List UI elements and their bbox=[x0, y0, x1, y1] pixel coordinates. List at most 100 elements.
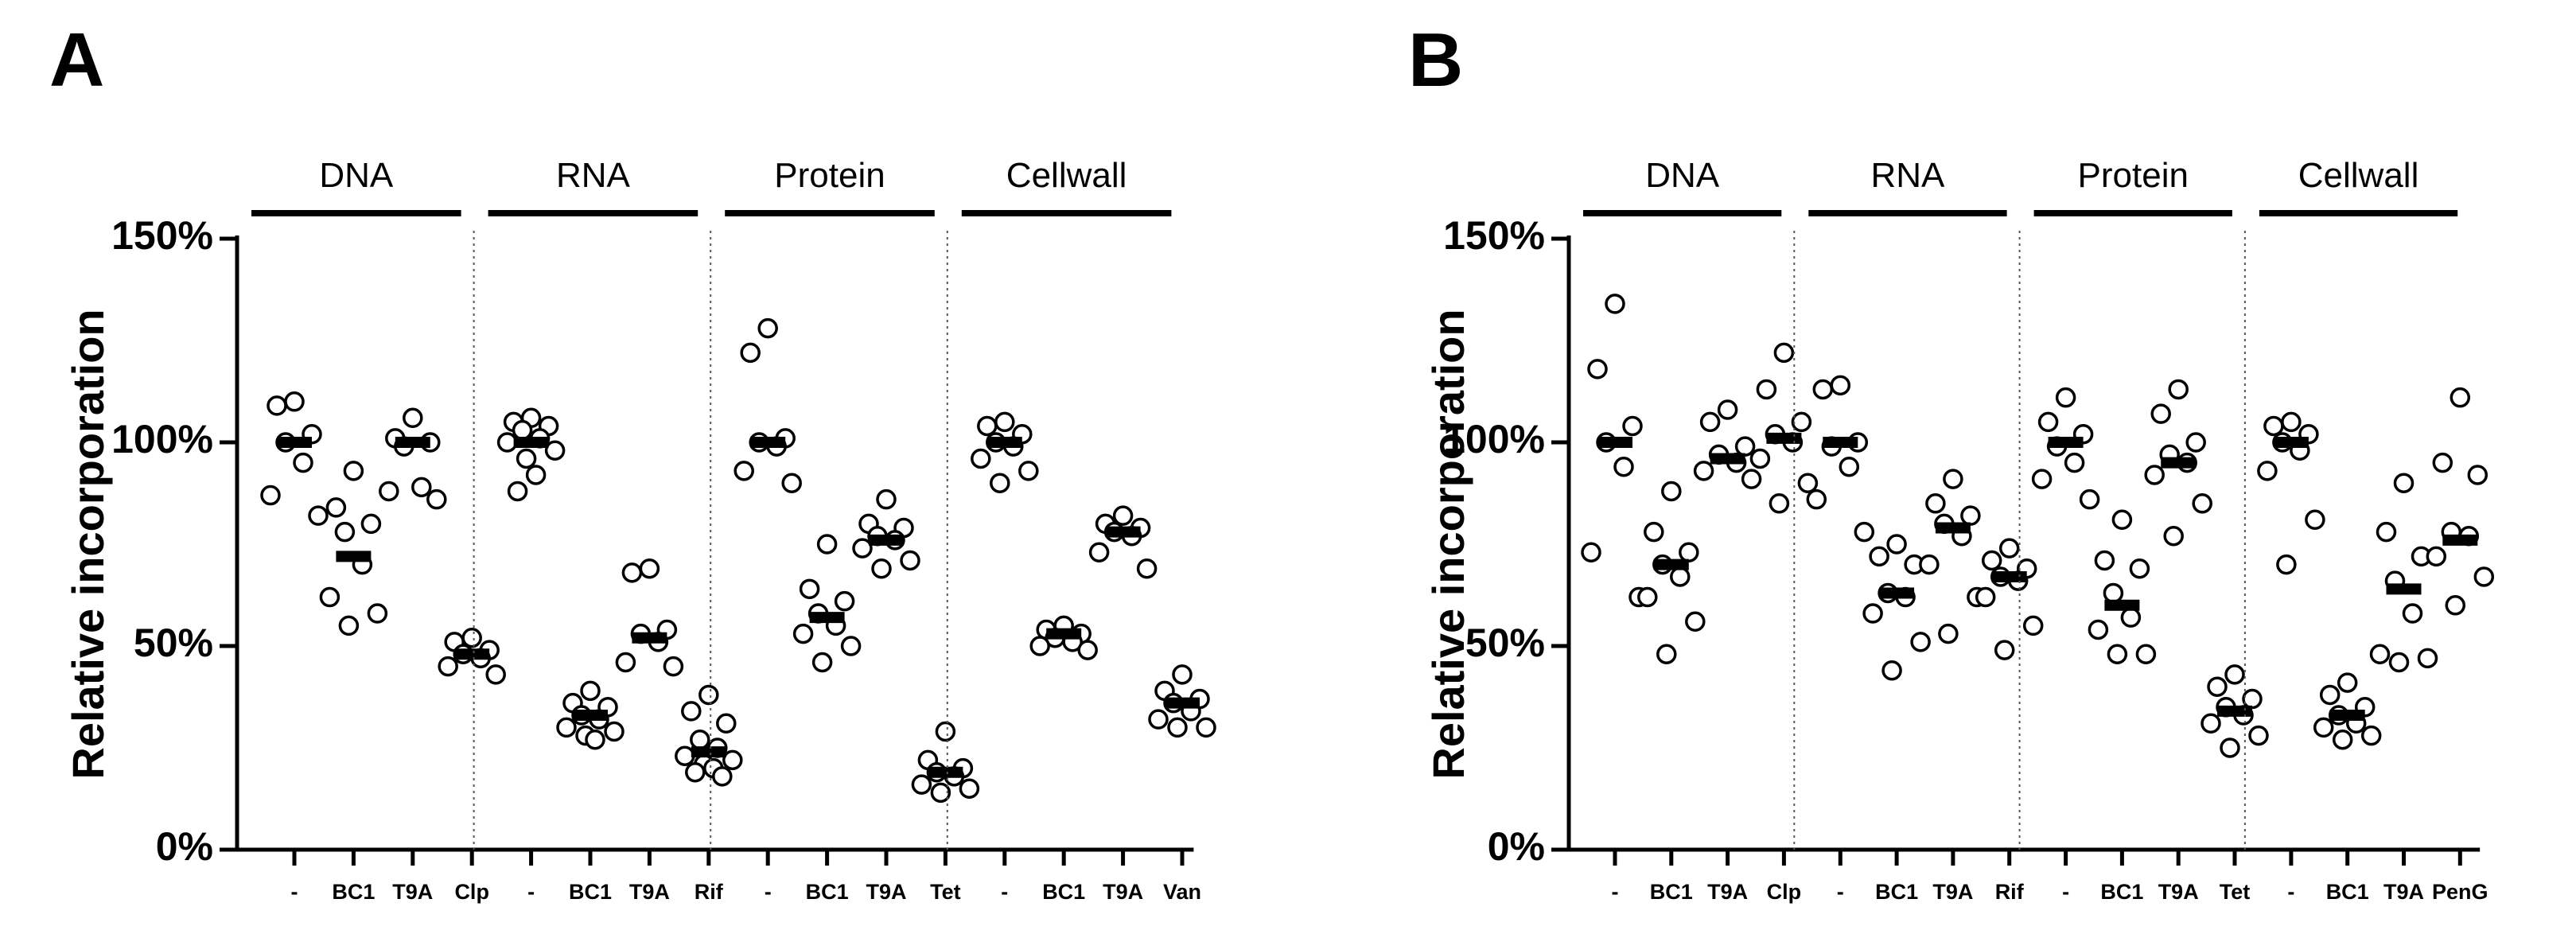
data-point bbox=[2242, 688, 2263, 710]
data-point bbox=[2417, 648, 2438, 669]
data-point bbox=[1717, 399, 1738, 420]
data-point bbox=[1581, 542, 1601, 562]
data-point bbox=[2332, 730, 2353, 750]
data-point bbox=[2055, 387, 2076, 408]
x-tick-label: BC1 bbox=[2326, 880, 2369, 904]
data-point bbox=[438, 656, 458, 677]
data-point bbox=[2022, 615, 2044, 636]
data-point bbox=[2094, 550, 2115, 571]
group-label: DNA bbox=[319, 156, 394, 195]
data-point bbox=[911, 774, 932, 795]
panel-letter: B bbox=[1408, 18, 1463, 103]
group-label: Cellwall bbox=[2298, 156, 2419, 195]
data-point bbox=[1018, 461, 1039, 481]
group-label: Cellwall bbox=[1006, 156, 1127, 195]
data-point bbox=[1148, 709, 1169, 730]
data-point bbox=[2129, 558, 2150, 579]
x-tick-label: BC1 bbox=[1875, 880, 1918, 904]
data-point bbox=[690, 730, 710, 750]
x-tick-label: T9A bbox=[1932, 880, 1973, 904]
data-point bbox=[1806, 488, 1827, 510]
data-point bbox=[2037, 411, 2059, 433]
data-point bbox=[994, 411, 1015, 433]
y-tick-label: 150% bbox=[111, 213, 213, 258]
y-axis-label: Relative incorporation bbox=[63, 309, 113, 779]
y-tick-label: 50% bbox=[1465, 621, 1545, 665]
data-point bbox=[260, 485, 281, 506]
data-point bbox=[2185, 432, 2206, 453]
x-tick-label: - bbox=[765, 880, 772, 904]
group-label: RNA bbox=[556, 156, 631, 195]
data-point bbox=[799, 578, 820, 600]
data-point bbox=[990, 473, 1010, 493]
data-point bbox=[971, 448, 991, 469]
data-point bbox=[2150, 403, 2171, 424]
data-point bbox=[1136, 558, 1158, 579]
x-tick-label: BC1 bbox=[332, 880, 375, 904]
data-point bbox=[2120, 607, 2142, 628]
x-tick-label: Tet bbox=[930, 880, 961, 904]
data-point bbox=[308, 505, 329, 526]
data-point bbox=[733, 461, 754, 481]
data-point bbox=[811, 652, 833, 673]
data-point bbox=[685, 761, 706, 783]
data-point bbox=[712, 766, 733, 787]
x-tick-label: T9A bbox=[2383, 880, 2424, 904]
data-point bbox=[2450, 387, 2471, 408]
x-tick-label: - bbox=[527, 880, 535, 904]
data-point bbox=[621, 562, 643, 583]
data-point bbox=[284, 391, 305, 412]
data-point bbox=[1196, 717, 1216, 738]
data-point bbox=[461, 628, 482, 648]
data-point bbox=[834, 590, 855, 612]
data-point bbox=[1862, 603, 1883, 624]
data-point bbox=[1869, 546, 1889, 567]
data-point bbox=[1839, 456, 1860, 477]
data-point bbox=[580, 680, 601, 702]
data-point bbox=[1112, 505, 1134, 526]
data-point bbox=[2107, 644, 2128, 664]
data-point bbox=[977, 415, 998, 437]
x-tick-label: - bbox=[2287, 880, 2294, 904]
data-point bbox=[2135, 644, 2157, 664]
data-point bbox=[2220, 737, 2240, 758]
x-tick-label: T9A bbox=[866, 880, 906, 904]
x-tick-label: - bbox=[291, 880, 298, 904]
x-tick-label: BC1 bbox=[1042, 880, 1085, 904]
data-point bbox=[852, 538, 873, 558]
data-point bbox=[2031, 469, 2053, 489]
data-point bbox=[2064, 452, 2085, 473]
y-tick-label: 0% bbox=[156, 824, 213, 869]
data-point bbox=[876, 488, 897, 510]
data-point bbox=[1088, 542, 1110, 562]
data-point bbox=[840, 636, 862, 656]
data-point bbox=[512, 419, 533, 441]
x-tick-label: T9A bbox=[392, 880, 433, 904]
data-point bbox=[544, 440, 566, 461]
data-point bbox=[871, 558, 892, 579]
y-axis-label: Relative incorporation bbox=[1423, 309, 1473, 779]
data-point bbox=[2103, 582, 2124, 604]
x-tick-label: T9A bbox=[1103, 880, 1143, 904]
data-point bbox=[1077, 640, 1098, 660]
y-tick-label: 100% bbox=[111, 417, 213, 461]
data-point bbox=[1981, 550, 2002, 571]
data-point bbox=[1910, 632, 1931, 652]
data-point bbox=[367, 603, 388, 624]
x-tick-label: T9A bbox=[2158, 880, 2199, 904]
data-point bbox=[1613, 456, 1634, 477]
data-point bbox=[1769, 493, 1790, 514]
data-point bbox=[722, 749, 743, 771]
data-point bbox=[2305, 509, 2325, 531]
data-point bbox=[716, 713, 737, 734]
data-point bbox=[334, 521, 356, 543]
data-point bbox=[2369, 644, 2391, 664]
data-point bbox=[1679, 542, 1699, 562]
data-point bbox=[1812, 379, 1834, 400]
x-tick-label: T9A bbox=[629, 880, 670, 904]
data-point bbox=[792, 623, 814, 644]
data-point bbox=[1925, 493, 1946, 514]
data-point bbox=[740, 342, 761, 364]
data-point bbox=[2432, 452, 2453, 473]
data-point bbox=[1975, 586, 1996, 608]
